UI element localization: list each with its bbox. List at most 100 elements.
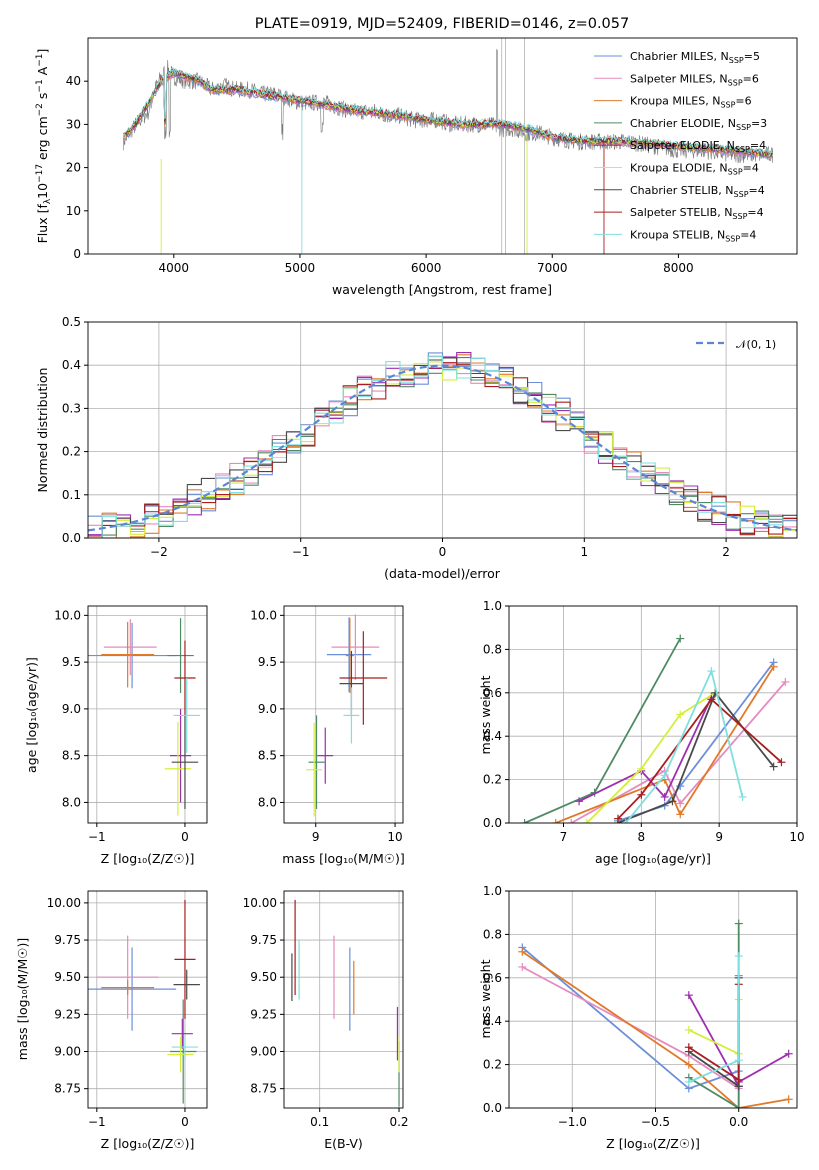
x-tick-label: 0.1 (310, 1115, 329, 1129)
subplot-y-label: mass [log₁₀(M/M☉)] (15, 938, 30, 1060)
legend-entry-label: Salpeter STELIB, NSSP=4 (630, 206, 764, 221)
x-tick-label: 10 (387, 830, 402, 844)
y-tick-label: 9.75 (250, 933, 277, 947)
subplot-x-label: age [log₁₀(age/yr)] (595, 851, 711, 866)
subplot-marks (88, 899, 200, 1104)
x-tick-label: −1 (88, 1115, 106, 1129)
y-tick-label: 10.0 (54, 608, 81, 622)
subplot-marks (520, 634, 790, 823)
mass-weight-line (570, 681, 786, 823)
subplot-panel: −1 0 8.75 9.00 9.25 9.50 9.75 10.00 Z [log₁₀(Z/Z… (15, 890, 208, 1151)
y-tick-label: 0.4 (483, 1014, 502, 1028)
legend-entry-label: Chabrier ELODIE, NSSP=3 (630, 117, 767, 132)
y-tick-label: 0.8 (483, 642, 502, 656)
y-tick-label: 0.6 (483, 686, 502, 700)
x-tick-label: −1 (88, 830, 106, 844)
y-tick-label: 9.5 (62, 655, 81, 669)
spectrum-legend: Chabrier MILES, NSSP=5 Salpeter MILES, NS… (594, 50, 767, 243)
subplot-axes-frame (87, 605, 208, 824)
y-tick-label: 0.0 (62, 531, 81, 545)
x-tick-label: 0 (181, 830, 189, 844)
y-tick-label: 0.0 (483, 1101, 502, 1115)
grid-lines (88, 891, 207, 1108)
model-spectrum-line (122, 66, 773, 156)
x-tick-label: −0.5 (641, 1115, 670, 1129)
y-tick-label: 20 (66, 161, 81, 175)
y-tick-label: 10.00 (47, 896, 81, 910)
grid-lines (509, 890, 797, 1109)
residual-x-label: (data-model)/error (384, 566, 501, 581)
y-tick-label: 10.00 (243, 896, 277, 910)
y-tick-label: 0.4 (483, 729, 502, 743)
subplot-panel: −1.0 −0.5 0.0 0.0 0.2 0.4 0.6 0.8 1.0 Z [log₁₀(Z/… (478, 884, 798, 1151)
mass-weight-line (521, 951, 789, 1108)
subplot-marks (306, 614, 388, 817)
grid-lines (88, 606, 207, 823)
mass-weight-line (625, 668, 744, 823)
residual-panel: −2 −1 0 1 2 0.0 0.1 0.2 0.3 0.4 0.5 (data-model)/e… (35, 315, 798, 581)
subplot-axes-frame (508, 890, 798, 1109)
subplot-x-label: Z [log₁₀(Z/Z☉)] (606, 1136, 700, 1151)
spectrum-panel: PLATE=0919, MJD=52409, FIBERID=0146, z=0… (35, 16, 798, 297)
x-tick-label: 6000 (411, 261, 442, 275)
legend-entry-label: Salpeter MILES, NSSP=6 (630, 72, 759, 87)
subplot-panel: 0.1 0.2 8.75 9.00 9.25 9.50 9.75 10.00 E(B-V) (243, 890, 409, 1151)
y-tick-label: 0.3 (62, 401, 81, 415)
subplot-marks (88, 618, 200, 816)
y-tick-label: 10 (66, 204, 81, 218)
y-tick-label: 9.75 (54, 933, 81, 947)
spectrum-x-label: wavelength [Angstrom, rest frame] (332, 282, 552, 297)
x-tick-label: 7000 (537, 261, 568, 275)
x-tick-label: 1 (580, 545, 588, 559)
y-tick-label: 0.6 (483, 971, 502, 985)
y-tick-label: 8.5 (258, 749, 277, 763)
subplot-x-label: Z [log₁₀(Z/Z☉)] (101, 1136, 195, 1151)
mass-weight-line (586, 692, 716, 823)
x-tick-label: 8000 (663, 261, 694, 275)
y-tick-label: 1.0 (483, 599, 502, 613)
y-tick-label: 40 (66, 74, 81, 88)
legend-entry-label: Kroupa MILES, NSSP=6 (630, 95, 752, 110)
y-tick-label: 9.50 (54, 970, 81, 984)
x-tick-label: 9 (715, 830, 723, 844)
subplot-axes-frame (87, 890, 208, 1109)
x-tick-label: 10 (789, 830, 804, 844)
mass-weight-line (688, 984, 740, 1082)
subplot-panel: −1 0 8.0 8.5 9.0 9.5 10.0 Z [log₁₀(Z/Z☉)] age [l… (24, 605, 208, 866)
y-tick-label: 8.0 (62, 795, 81, 809)
y-tick-label: 0 (73, 247, 81, 261)
legend-entry-label: 𝒩(0, 1) (736, 338, 776, 351)
y-tick-label: 0.0 (483, 816, 502, 830)
subplot-axes-frame (283, 890, 404, 1109)
y-tick-label: 0.8 (483, 927, 502, 941)
y-tick-label: 9.0 (62, 702, 81, 716)
x-tick-label: 7 (560, 830, 568, 844)
x-tick-label: 9 (312, 830, 320, 844)
x-tick-label: 2 (722, 545, 730, 559)
x-tick-label: −1.0 (558, 1115, 587, 1129)
y-tick-label: 9.0 (258, 702, 277, 716)
subplot-axes-frame (508, 605, 798, 824)
y-tick-label: 1.0 (483, 884, 502, 898)
mass-weight-line (555, 666, 775, 823)
y-tick-label: 9.00 (54, 1045, 81, 1059)
x-tick-label: 4000 (159, 261, 190, 275)
y-tick-label: 0.4 (62, 358, 81, 372)
y-tick-label: 9.25 (250, 1007, 277, 1021)
residual-histogram-step (88, 361, 797, 539)
spectrum-plot-area (122, 38, 774, 254)
subplot-x-label: mass [log₁₀(M/M☉)] (282, 851, 404, 866)
subplot-marks (291, 899, 400, 1107)
subplot-marks (518, 919, 793, 1108)
subplot-y-label: age [log₁₀(age/yr)] (24, 657, 39, 773)
y-tick-label: 0.2 (62, 445, 81, 459)
subplot-x-label: Z [log₁₀(Z/Z☉)] (101, 851, 195, 866)
spectrum-title: PLATE=0919, MJD=52409, FIBERID=0146, z=0… (255, 16, 629, 32)
subplot-y-label: mass weight (478, 675, 493, 754)
spectrum-axes-frame (87, 37, 798, 255)
legend-entry-label: Chabrier STELIB, NSSP=4 (630, 184, 765, 199)
mass-weight-line (617, 697, 783, 820)
x-tick-label: 8 (638, 830, 646, 844)
mass-weight-line (578, 696, 713, 803)
